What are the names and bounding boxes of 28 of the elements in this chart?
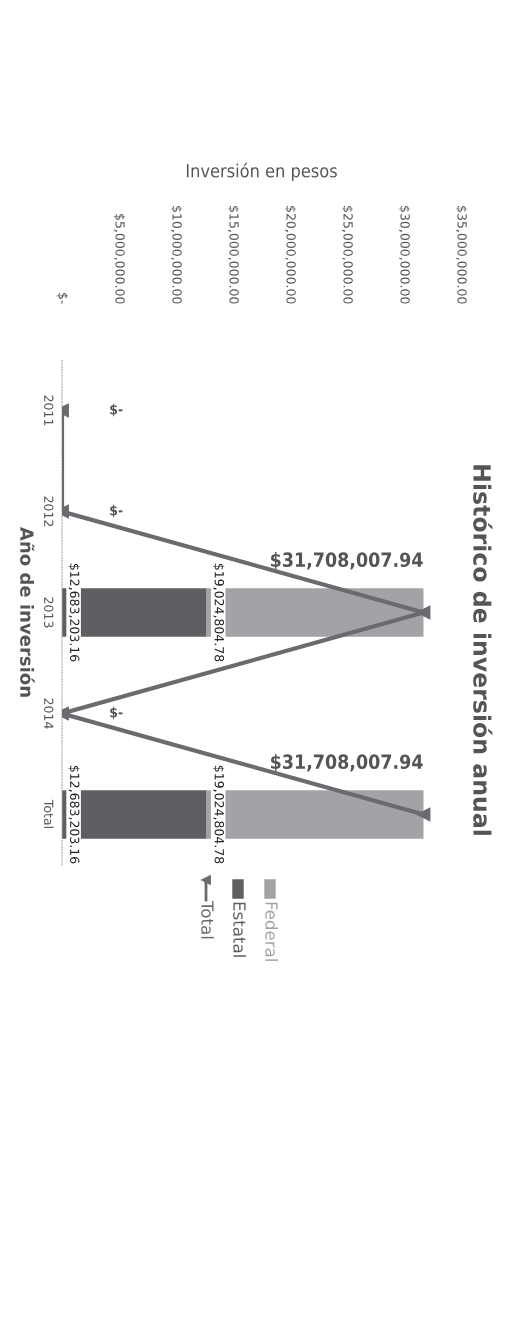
data-label: $31,708,007.94 bbox=[271, 552, 423, 570]
data-label: $- bbox=[110, 403, 123, 417]
y-tick-label: Total bbox=[43, 799, 54, 828]
y-axis-title: Año de inversión bbox=[20, 527, 35, 697]
legend-label: Total bbox=[201, 900, 215, 939]
data-label: $12,683,203.16 bbox=[68, 765, 80, 864]
x-tick-label: $25,000,000.00 bbox=[341, 206, 354, 304]
data-label: $19,024,804.78 bbox=[212, 563, 225, 662]
data-label: $- bbox=[110, 504, 123, 518]
legend-label: Federal bbox=[265, 902, 279, 961]
x-tick-label: $5,000,000.00 bbox=[113, 214, 126, 304]
text: Histórico de inversión anual bbox=[473, 465, 493, 835]
x-axis-title: Inversión en pesos bbox=[186, 162, 337, 182]
y-tick-label: 2012 bbox=[43, 496, 54, 527]
x-tick-label: $10,000,000.00 bbox=[170, 206, 183, 304]
data-label: $31,708,007.94 bbox=[271, 754, 423, 772]
data-label: $- bbox=[110, 706, 123, 720]
y-tick-label: 2013 bbox=[43, 597, 54, 628]
x-tick-label: $35,000,000.00 bbox=[455, 206, 468, 304]
legend-label: Estatal bbox=[233, 902, 247, 957]
y-tick-label: 2014 bbox=[43, 698, 54, 729]
y-tick-label: 2011 bbox=[43, 395, 54, 426]
x-tick-label: $- bbox=[56, 293, 69, 304]
x-tick-label: $30,000,000.00 bbox=[398, 206, 411, 304]
data-label: $12,683,203.16 bbox=[68, 563, 80, 662]
x-tick-label: $15,000,000.00 bbox=[227, 206, 240, 304]
data-label: $19,024,804.78 bbox=[212, 765, 225, 864]
x-tick-label: $20,000,000.00 bbox=[284, 206, 297, 304]
